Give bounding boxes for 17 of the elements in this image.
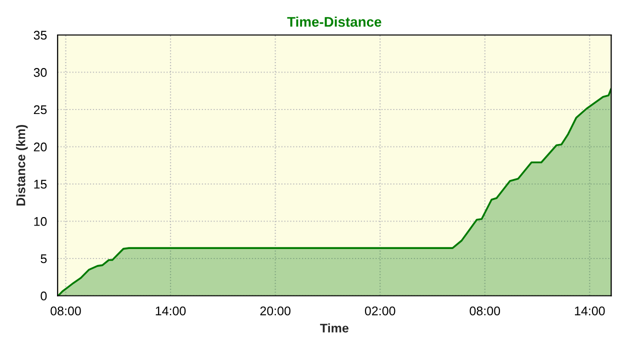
y-tick-label: 5 [40, 254, 47, 264]
y-axis-title: Distance (km) [16, 125, 28, 206]
y-tick-label: 15 [34, 180, 47, 189]
x-tick-label: 20:00 [260, 306, 290, 316]
y-tick-label: 20 [34, 142, 47, 152]
y-tick-label: 30 [34, 68, 47, 77]
x-tick-label: 08:00 [50, 306, 81, 316]
x-tick-label: 08:00 [470, 306, 500, 316]
y-tick-label: 10 [34, 217, 47, 226]
chart-title: Time-Distance [287, 16, 382, 27]
y-tick-label: 0 [40, 292, 47, 300]
x-tick-label: 14:00 [574, 306, 605, 316]
x-tick-label: 14:00 [156, 306, 186, 316]
x-tick-label: 02:00 [364, 306, 396, 316]
y-tick-label: 25 [34, 105, 47, 114]
x-axis-title: Time [320, 323, 348, 333]
y-tick-label: 35 [34, 30, 47, 40]
